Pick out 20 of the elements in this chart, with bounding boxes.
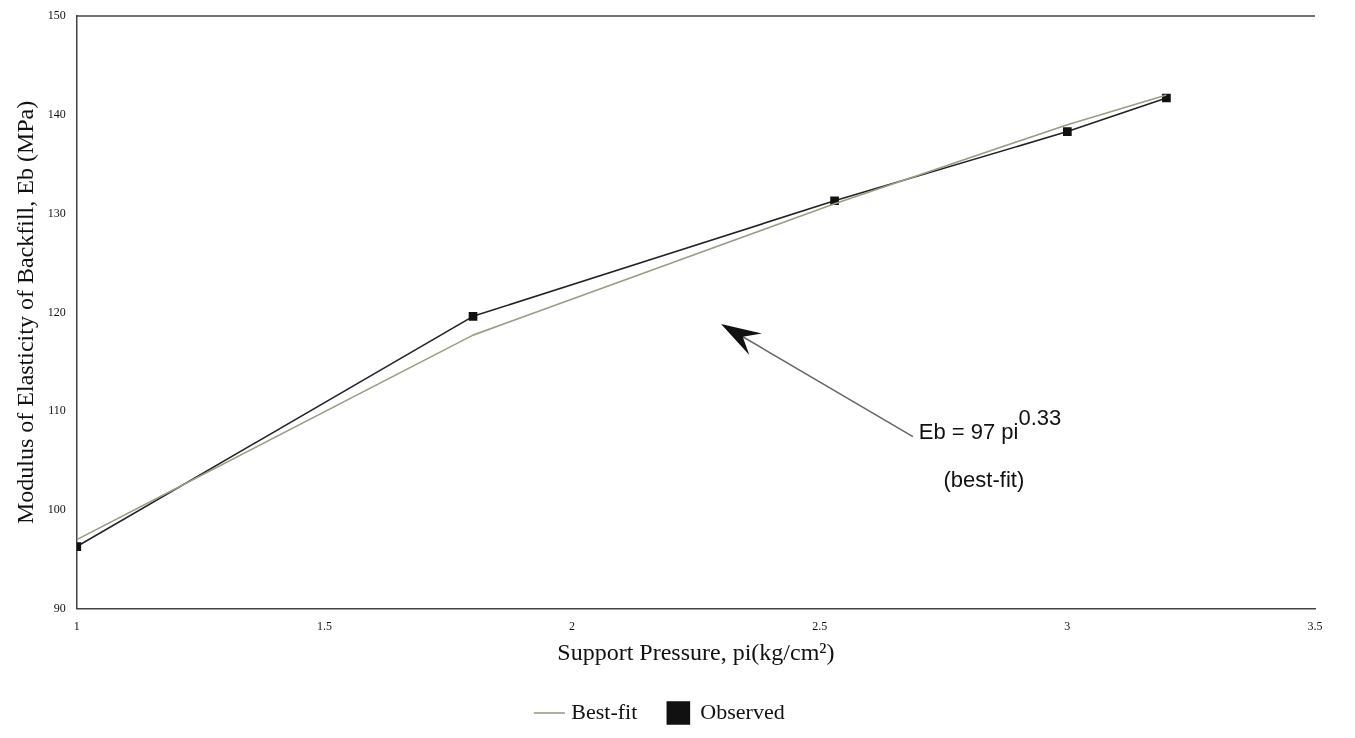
x-axis-title: Support Pressure, pi(kg/cm²)	[557, 638, 835, 665]
point	[1063, 127, 1072, 136]
x-tick-label: 3	[1064, 619, 1071, 634]
y-tick-label: 150	[47, 8, 66, 23]
x-tick-label: 2	[569, 619, 576, 634]
y-axis-title: Modulus of Elasticity of Backfill, Eb (MPa)	[11, 100, 38, 525]
x-tick-label: 1.5	[316, 619, 332, 634]
x-tick-label: 2.5	[812, 619, 828, 634]
y-tick-label: 110	[48, 403, 66, 418]
y-tick-label: 130	[47, 205, 66, 220]
x-tick-label: 1	[73, 619, 80, 634]
y-tick-label: 140	[47, 106, 66, 121]
y-tick-label: 100	[47, 502, 66, 517]
legend-label: Observed	[700, 698, 785, 724]
x-tick-label: 3.5	[1307, 619, 1323, 634]
annotation: (best-fit)	[943, 466, 1025, 493]
legend-label: Best-fit	[571, 698, 638, 724]
point	[468, 312, 478, 321]
y-tick-label: 90	[53, 600, 66, 615]
y-tick-label: 120	[47, 304, 66, 319]
